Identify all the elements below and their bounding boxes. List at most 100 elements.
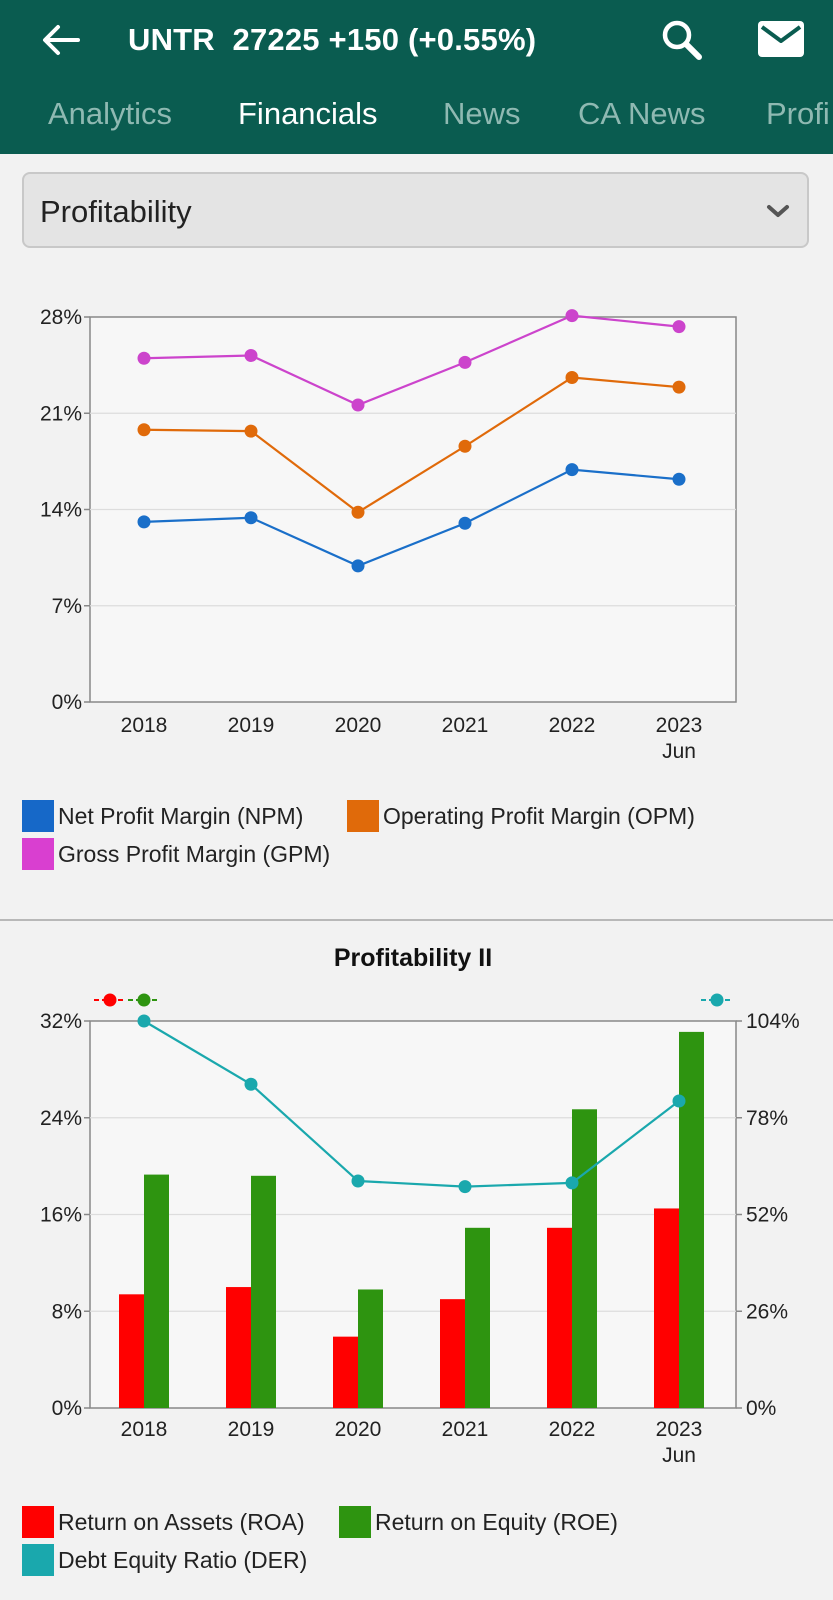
bar-roa — [547, 1227, 572, 1408]
y-tick-label: 0% — [52, 1397, 82, 1420]
legend-label-der: Debt Equity Ratio (DER) — [58, 1546, 308, 1573]
data-point — [351, 559, 365, 573]
y-tick-label: 0% — [52, 691, 82, 714]
profitability-chart: 0% 7% 14% 21% 28% 2018 2019 2020 2021 2022 2023 Jun — [0, 290, 833, 770]
data-point — [458, 516, 472, 530]
data-point — [137, 351, 151, 365]
chart2-x-tick-label: 2022 — [549, 1418, 596, 1441]
chart-title: Profitability II — [334, 944, 492, 972]
legend-item-npm[interactable]: Net Profit Margin (NPM) — [22, 800, 303, 832]
bar-roa — [119, 1294, 144, 1408]
legend-item-opm[interactable]: Operating Profit Margin (OPM) — [347, 800, 695, 832]
legend-swatch-roe — [339, 1506, 371, 1538]
y2-tick-label: 104% — [746, 1010, 800, 1033]
chart2-x-tick-label: 2019 — [228, 1418, 275, 1441]
series-line-2 — [143, 314, 680, 407]
legend-swatch-roa — [22, 1506, 54, 1538]
der-point — [565, 1176, 579, 1190]
chart2-x-tick-label: 2018 — [121, 1418, 168, 1441]
bar-roe — [358, 1289, 383, 1408]
y2-tick-label: 52% — [746, 1204, 788, 1227]
y-tick-label: 14% — [40, 499, 82, 522]
y-tick-label: 8% — [52, 1300, 82, 1323]
bar-roa — [333, 1336, 358, 1408]
profitability-line-chart: 0% 7% 14% 21% 28% 2018 2019 2020 2021 2022 2023 Jun — [40, 306, 737, 763]
series-line-0 — [143, 468, 680, 568]
chart2-x-tick-label: Jun — [662, 1444, 696, 1467]
legend-item-der[interactable]: Debt Equity Ratio (DER) — [22, 1544, 307, 1576]
bar-roe — [679, 1031, 704, 1408]
data-point — [672, 472, 686, 486]
der-line — [143, 1020, 680, 1188]
chart2-x-tick-label: 2020 — [335, 1418, 382, 1441]
data-point — [351, 505, 365, 519]
data-point — [137, 423, 151, 437]
chart1-x-tick-label: 2022 — [549, 714, 596, 737]
data-point — [565, 309, 579, 323]
y-tick-label: 32% — [40, 1010, 82, 1033]
mail-icon — [758, 21, 804, 57]
chart2-x-tick-label: 2021 — [442, 1418, 489, 1441]
app-bar: UNTR 27225 +150 (+0.55%) Analytics Finan… — [0, 0, 833, 154]
tab-news[interactable]: News — [443, 96, 521, 131]
data-point — [458, 439, 472, 453]
chart1-x-tick-label: Jun — [662, 740, 696, 763]
bar-roa — [440, 1299, 465, 1408]
profitability-ii-combo-chart: Profitability II 0% 8% 16% 24% 32% 0% 26% 52% 78%… — [40, 944, 800, 1467]
bar-roe — [465, 1227, 490, 1408]
y-tick-label: 16% — [40, 1204, 82, 1227]
data-point — [458, 355, 472, 369]
mail-button[interactable] — [754, 14, 808, 64]
data-point — [351, 398, 365, 412]
tab-ca-news[interactable]: CA News — [578, 96, 706, 131]
tab-analytics[interactable]: Analytics — [48, 96, 173, 131]
der-point — [351, 1174, 365, 1188]
y2-tick-label: 26% — [746, 1300, 788, 1323]
chart1-x-tick-label: 2021 — [442, 714, 489, 737]
legend-item-gpm[interactable]: Gross Profit Margin (GPM) — [22, 838, 330, 870]
section-divider — [0, 919, 833, 921]
der-point — [137, 1014, 151, 1028]
bar-roe — [144, 1174, 169, 1408]
legend-swatch-opm — [347, 800, 379, 832]
chart2-x-tick-label: 2023 — [656, 1418, 703, 1441]
data-point — [672, 380, 686, 394]
legend-label-roa: Return on Assets (ROA) — [58, 1508, 305, 1535]
legend-item-roa[interactable]: Return on Assets (ROA) — [22, 1506, 305, 1538]
search-icon — [662, 20, 702, 60]
chart1-x-tick-label: 2018 — [121, 714, 168, 737]
y2-tick-label: 78% — [746, 1107, 788, 1130]
legend-swatch-der — [22, 1544, 54, 1576]
data-point — [244, 424, 258, 438]
chevron-down-icon — [767, 205, 789, 217]
tab-financials[interactable]: Financials — [238, 96, 378, 131]
legend-label-opm: Operating Profit Margin (OPM) — [383, 802, 695, 829]
chart1-x-tick-label: 2023 — [656, 714, 703, 737]
arrow-left-icon — [43, 25, 80, 55]
dropdown-selected-value: Profitability — [40, 194, 192, 229]
tab-profile[interactable]: Profi — [766, 96, 830, 131]
chart1-x-tick-label: 2019 — [228, 714, 275, 737]
y-tick-label: 28% — [40, 306, 82, 329]
series-line-1 — [143, 376, 680, 514]
data-point — [672, 320, 686, 334]
left-axis-marker-dot — [103, 993, 117, 1007]
y-tick-label: 7% — [52, 595, 82, 618]
legend-item-roe[interactable]: Return on Equity (ROE) — [339, 1506, 618, 1538]
bar-roe — [251, 1175, 276, 1408]
search-button[interactable] — [656, 14, 706, 64]
right-axis-marker-dot — [710, 993, 724, 1007]
back-button[interactable] — [38, 18, 82, 62]
legend-swatch-gpm — [22, 838, 54, 870]
bar-roa — [226, 1287, 251, 1408]
bar-roa — [654, 1208, 679, 1408]
ticker-quote: UNTR 27225 +150 (+0.55%) — [128, 22, 537, 57]
chart1-x-tick-label: 2020 — [335, 714, 382, 737]
legend-swatch-npm — [22, 800, 54, 832]
category-dropdown[interactable]: Profitability — [22, 172, 809, 248]
legend-label-roe: Return on Equity (ROE) — [375, 1508, 618, 1535]
y2-tick-label: 0% — [746, 1397, 776, 1420]
data-point — [244, 349, 258, 362]
data-point — [137, 515, 151, 529]
tab-bar: Analytics Financials News CA News Profi — [0, 88, 833, 148]
